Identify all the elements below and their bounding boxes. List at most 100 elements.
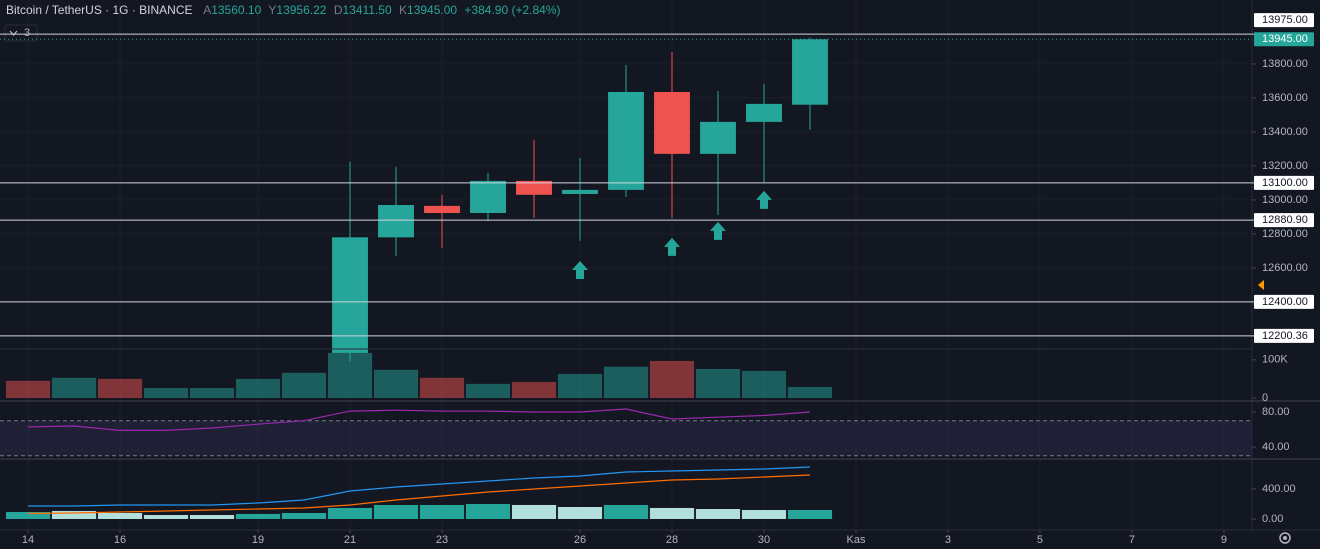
- candle-body: [516, 180, 552, 195]
- ohlc-letter: Y: [268, 3, 276, 17]
- ohlc-letter: D: [334, 3, 343, 17]
- rsi-band: [0, 420, 1252, 456]
- candle-body: [332, 237, 368, 353]
- volume-bar: [557, 373, 603, 398]
- x-tick-label: 3: [945, 534, 951, 546]
- signal-arrow: [572, 260, 589, 279]
- price-label-box: [1254, 32, 1314, 47]
- macd-histogram-bar: [373, 504, 419, 519]
- y-tick-label: 40.00: [1262, 441, 1290, 453]
- y-tick-label: 13000.00: [1262, 194, 1308, 206]
- y-tick-label: 13800.00: [1262, 58, 1308, 70]
- y-tick-label: 13600.00: [1262, 92, 1308, 104]
- y-tick-label: 13400.00: [1262, 126, 1308, 138]
- level-label: 12880.90: [1262, 214, 1308, 226]
- x-tick-label: 21: [344, 534, 356, 546]
- macd-histogram-bar: [51, 510, 97, 519]
- signal-arrow: [709, 221, 726, 240]
- chart-header: Bitcoin / TetherUS · 1G · BINANCE A13560…: [6, 3, 561, 17]
- volume-bar: [281, 372, 327, 398]
- macd-histogram-bar: [741, 509, 787, 519]
- macd-histogram-bar: [695, 509, 741, 519]
- x-tick-label: 5: [1037, 534, 1043, 546]
- volume-bar: [327, 352, 373, 398]
- x-tick-label: 19: [252, 534, 264, 546]
- macd-histogram-bar: [465, 503, 511, 519]
- x-tick-label: 23: [436, 534, 448, 546]
- y-tick-label: 13200.00: [1262, 160, 1308, 172]
- candle-body: [562, 189, 598, 194]
- macd-histogram-bar: [419, 504, 465, 519]
- macd-histogram-bar: [281, 512, 327, 519]
- indicator-count: 3: [24, 27, 30, 39]
- signal-arrow: [755, 190, 772, 209]
- macd-line: [28, 466, 811, 507]
- volume-bar: [787, 386, 833, 398]
- plot-area: [0, 37, 1252, 519]
- symbol: Bitcoin / TetherUS · 1G · BINANCE: [6, 3, 193, 17]
- macd-histogram-bar: [235, 513, 281, 519]
- level-label-box: [1254, 13, 1314, 28]
- macd-histogram-bar: [5, 512, 51, 519]
- x-tick-label: 30: [758, 534, 770, 546]
- y-tick-label: 12600.00: [1262, 262, 1308, 274]
- ohlc-value: 13945.00: [407, 3, 457, 17]
- level-label-box: [1254, 294, 1314, 309]
- macd-histogram-bar: [327, 507, 373, 519]
- macd-line: [28, 474, 811, 515]
- level-label: 12400.00: [1262, 296, 1308, 308]
- rsi-line: [28, 408, 811, 431]
- alert-marker: [1258, 280, 1264, 290]
- macd-histogram-bar: [511, 504, 557, 519]
- level-label: 13100.00: [1262, 177, 1308, 189]
- settings-button[interactable]: [1279, 532, 1291, 544]
- volume-bar: [143, 388, 189, 398]
- volume-bar: [511, 381, 557, 398]
- ohlc-value: 13411.50: [342, 3, 391, 17]
- x-tick-label: 9: [1221, 534, 1227, 546]
- macd-histogram-bar: [603, 504, 649, 519]
- volume-bar: [5, 380, 51, 398]
- x-tick-label: 14: [22, 534, 34, 546]
- candle-body: [608, 91, 644, 190]
- volume-bar: [741, 370, 787, 398]
- candle-body: [470, 180, 506, 214]
- x-tick-label: 16: [114, 534, 126, 546]
- level-label: 12200.36: [1262, 330, 1308, 342]
- level-label: 13975.00: [1262, 14, 1308, 26]
- signal-arrow: [663, 237, 680, 256]
- volume-bar: [603, 366, 649, 398]
- volume-bar: [51, 377, 97, 398]
- macd-histogram-bar: [189, 515, 235, 519]
- ohlc-value: 13956.22: [276, 3, 326, 17]
- volume-bar: [649, 360, 695, 398]
- level-label-box: [1254, 213, 1314, 228]
- y-tick-label: 12800.00: [1262, 228, 1308, 240]
- y-tick-label: 0.00: [1262, 513, 1283, 525]
- x-tick-label: 26: [574, 534, 586, 546]
- x-tick-label: Kas: [846, 534, 865, 546]
- y-tick-label: 400.00: [1262, 483, 1296, 495]
- macd-histogram-bar: [97, 512, 143, 519]
- ohlc-letter: K: [399, 3, 407, 17]
- volume-bar: [97, 378, 143, 398]
- change: +384.90 (+2.84%): [464, 3, 560, 17]
- candle-body: [654, 91, 690, 154]
- volume-bar: [419, 377, 465, 398]
- candle-body: [700, 121, 736, 154]
- level-label-box: [1254, 175, 1314, 190]
- indicator-toggle[interactable]: 3: [4, 24, 38, 42]
- macd-histogram-bar: [557, 506, 603, 519]
- y-tick-label: 0: [1262, 392, 1268, 404]
- macd-histogram-bar: [787, 509, 833, 519]
- level-label-box: [1254, 328, 1314, 343]
- candle-body: [424, 205, 460, 214]
- volume-bar: [189, 388, 235, 398]
- x-tick-label: 28: [666, 534, 678, 546]
- ohlc-value: 13560.10: [211, 3, 261, 17]
- price-label: 13945.00: [1262, 33, 1308, 45]
- y-tick-label: 100K: [1262, 354, 1288, 366]
- ohlc-letter: A: [203, 3, 211, 17]
